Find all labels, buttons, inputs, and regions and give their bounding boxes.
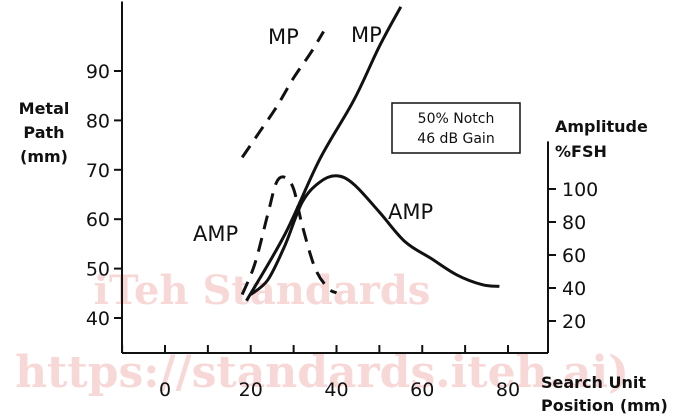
x-axis-tick-label: 20 [239, 379, 263, 401]
left-axis-tick-label: 50 [86, 259, 110, 281]
right-axis-tick-label: 40 [562, 278, 586, 300]
curve-label-amp-solid: AMP [388, 200, 433, 224]
curve-label-mp-solid: MP [351, 23, 382, 47]
right-axis-title: Amplitude [555, 117, 648, 136]
annotation-box-text: 50% Notch [418, 111, 495, 127]
right-axis-tick-label: 20 [562, 311, 586, 333]
x-axis-tick-label: 40 [324, 379, 348, 401]
series-mp-solid-line [245, 6, 403, 302]
x-axis-tick-label: 60 [410, 379, 434, 401]
left-axis-title: (mm) [20, 147, 68, 166]
left-axis-tick-label: 60 [86, 209, 110, 231]
left-axis-tick-label: 90 [86, 61, 110, 83]
right-axis-title: %FSH [555, 142, 607, 161]
left-axis-title: Metal [19, 99, 70, 118]
right-axis-tick-label: 80 [562, 212, 586, 234]
right-axis-tick-label: 60 [562, 245, 586, 267]
right-axis-tick-label: 100 [562, 179, 598, 201]
left-axis-tick-label: 80 [86, 110, 110, 132]
x-axis-title: Position (mm) [541, 396, 668, 415]
left-axis-title: Path [23, 123, 64, 142]
series-amp-dashed-line [240, 175, 338, 296]
x-axis-title: Search Unit [541, 373, 646, 392]
left-axis-tick-label: 70 [86, 160, 110, 182]
series-amp-solid-line [249, 174, 500, 296]
watermark-text: https://standards.iteh.ai) [15, 347, 629, 398]
series-mp-dashed-line [240, 30, 325, 159]
curve-label-amp-dashed: AMP [193, 222, 238, 246]
x-axis-tick-label: 80 [496, 379, 520, 401]
annotation-box [391, 102, 521, 154]
left-axis-tick-label: 40 [86, 308, 110, 330]
annotation-box-text: 46 dB Gain [417, 131, 494, 147]
curve-label-mp-dashed: MP [268, 25, 299, 49]
x-axis-tick-label: 0 [159, 379, 171, 401]
